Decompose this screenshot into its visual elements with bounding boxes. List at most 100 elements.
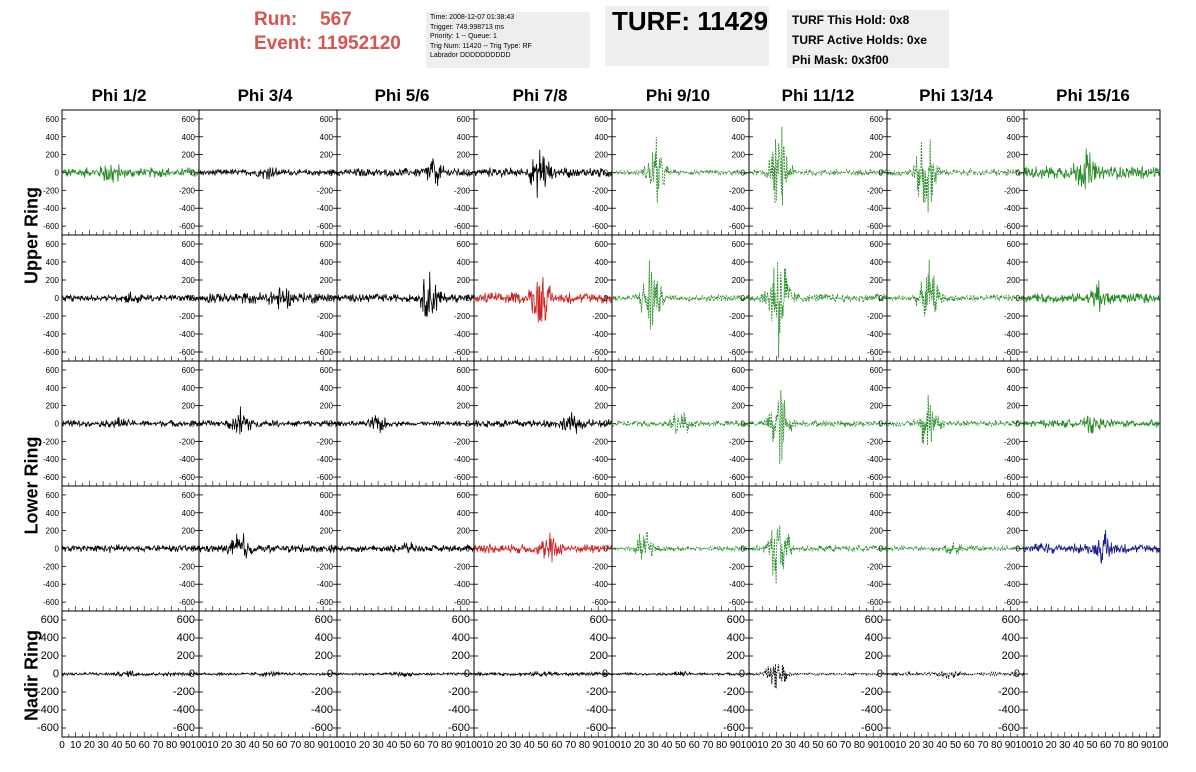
y-tick-label: 0 [329,169,334,178]
y-tick-label: -200 [592,186,609,195]
y-tick-label: 600 [727,614,745,626]
x-tick-label: 100 [329,740,346,751]
y-tick-label: -400 [592,580,609,589]
waveform-trace [611,531,749,560]
waveform-trace [611,670,750,677]
y-tick-label: 200 [320,151,334,160]
y-tick-label: 600 [177,614,195,626]
y-tick-label: 200 [727,650,745,662]
y-tick-label: 400 [182,384,196,393]
y-tick-label: -200 [1004,312,1021,321]
y-tick-label: 200 [177,650,195,662]
x-tick-label: 20 [909,740,921,751]
y-tick-label: -200 [311,686,333,698]
x-tick-label: 60 [689,740,701,751]
y-tick-label: 0 [1016,169,1021,178]
waveform-trace [336,415,475,434]
x-tick-label: 0 [59,740,65,751]
x-tick-label: 60 [414,740,426,751]
y-tick-label: -200 [592,312,609,321]
y-tick-label: 600 [457,115,471,124]
waveform-trace [336,671,475,678]
y-tick-label: 600 [457,366,471,375]
y-tick-label: -400 [1004,330,1021,339]
y-tick-label: 0 [604,169,609,178]
waveform-trace [886,670,1025,680]
x-tick-label: 40 [524,740,536,751]
waveform-trace [748,525,888,584]
y-tick-label: -200 [729,437,746,446]
waveform-trace [748,126,888,206]
x-tick-label: 70 [565,740,577,751]
y-tick-label: -400 [1004,204,1021,213]
x-tick-label: 40 [799,740,811,751]
x-tick-label: 70 [152,740,164,751]
y-tick-label: 200 [732,402,746,411]
x-tick-label: 50 [125,740,137,751]
y-tick-label: 200 [595,527,609,536]
y-tick-label: 0 [879,169,884,178]
x-tick-label: 40 [936,740,948,751]
y-tick-label: 0 [879,545,884,554]
x-tick-label: 70 [427,740,439,751]
y-tick-label: 400 [595,384,609,393]
y-tick-label: 200 [1007,276,1021,285]
y-tick-label: 400 [457,133,471,142]
y-tick-label: 600 [732,491,746,500]
y-tick-label: 400 [457,509,471,518]
y-tick-label: 600 [1007,366,1021,375]
y-tick-label: -200 [179,186,196,195]
y-tick-label: 200 [870,527,884,536]
y-tick-label: 200 [182,527,196,536]
y-tick-label: 200 [590,650,608,662]
y-tick-label: 200 [595,276,609,285]
x-tick-label: 80 [716,740,728,751]
y-tick-label: 600 [182,491,196,500]
x-tick-label: 80 [991,740,1003,751]
y-tick-label: -400 [723,704,745,716]
x-tick-label: 10 [345,740,357,751]
x-tick-label: 10 [1032,740,1044,751]
y-tick-label: 400 [320,133,334,142]
x-tick-label: 30 [785,740,797,751]
y-tick-label: 200 [46,276,60,285]
x-tick-label: 30 [923,740,935,751]
y-tick-label: 400 [320,384,334,393]
y-tick-label: 0 [879,420,884,429]
x-tick-label: 50 [1086,740,1098,751]
y-tick-label: -200 [317,437,334,446]
y-tick-label: 600 [732,366,746,375]
waveform-trace [748,261,888,359]
y-tick-label: -600 [179,473,196,482]
y-tick-label: -400 [592,455,609,464]
waveform-trace [1023,529,1161,564]
y-tick-label: 200 [320,402,334,411]
x-tick-label: 70 [290,740,302,751]
y-tick-label: -200 [1004,437,1021,446]
col-header-phi-11-12: Phi 11/12 [781,86,855,105]
y-tick-label: 200 [182,151,196,160]
y-tick-label: -600 [729,222,746,231]
y-tick-label: -400 [317,455,334,464]
y-tick-label: 600 [595,115,609,124]
y-tick-label: -200 [43,562,60,571]
y-tick-label: 600 [595,366,609,375]
x-tick-label: 30 [648,740,660,751]
x-tick-label: 40 [249,740,261,751]
y-tick-label: -400 [729,455,746,464]
y-tick-label: -600 [454,473,471,482]
col-header-phi-9-10: Phi 9/10 [645,86,711,105]
y-tick-label: 200 [182,276,196,285]
x-tick-label: 40 [1073,740,1085,751]
waveform-trace [61,544,200,554]
y-tick-label: 600 [1007,491,1021,500]
x-tick-label: 100 [466,740,483,751]
y-tick-label: -400 [179,455,196,464]
y-tick-label: -600 [867,598,884,607]
y-tick-label: -400 [1004,580,1021,589]
waveform-trace [473,412,613,434]
y-tick-label: -600 [179,222,196,231]
x-tick-label: 100 [741,740,758,751]
x-tick-label: 10 [207,740,219,751]
x-tick-label: 70 [977,740,989,751]
